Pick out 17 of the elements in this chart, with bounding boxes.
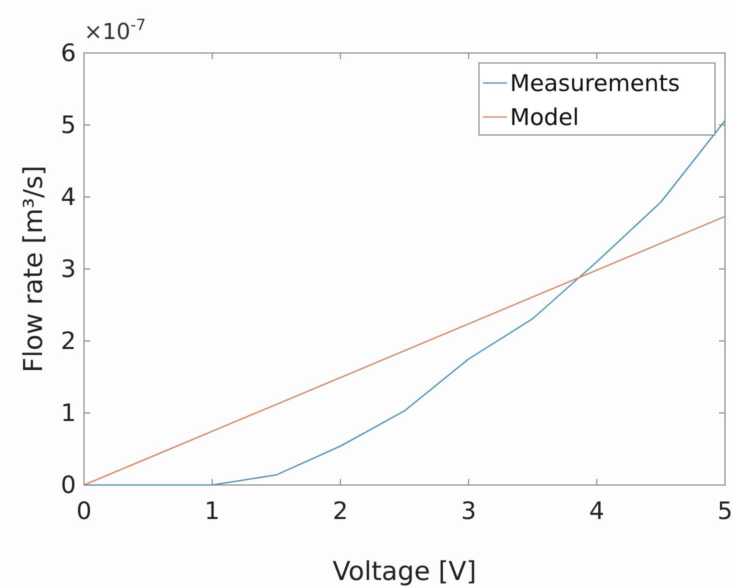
y-tick-label: 5 [60,111,76,139]
text: ×10$^{-7}$ [84,16,146,45]
y-tick-label: 3 [60,255,76,283]
y-axis-title: Flow rate [m³/s] [19,165,49,373]
legend-label: Measurements [510,71,680,97]
y-tick-label: 2 [60,327,76,355]
x-tick-label: 4 [589,497,604,525]
y-tick-label: 6 [60,39,76,67]
x-tick-label: 1 [204,497,220,525]
legend-label: Model [510,105,580,131]
x-tick-label: 5 [717,497,733,525]
y-tick-label: 0 [60,471,76,499]
y-tick-label: 4 [60,183,76,211]
x-tick-label: 3 [460,497,476,525]
y-tick-label: 1 [60,399,76,427]
x-axis-title: Voltage [V] [332,557,476,586]
x-tick-label: 2 [332,497,348,525]
